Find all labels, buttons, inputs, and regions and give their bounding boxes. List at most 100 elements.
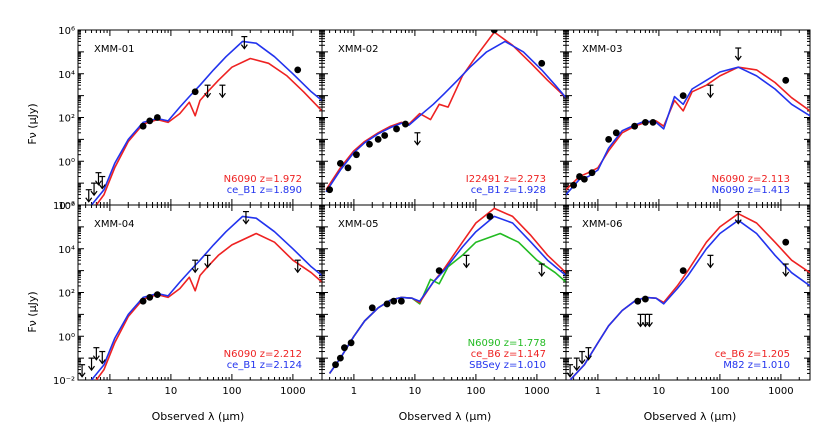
series-line-1 [95, 232, 322, 380]
upper-limit-arrow [98, 350, 106, 365]
data-point [649, 118, 657, 126]
data-point [344, 164, 352, 172]
x-tick-label: 100 [710, 386, 729, 397]
upper-limit-arrow [734, 47, 742, 62]
x-tick-label: 1 [107, 386, 113, 397]
upper-limit-head [90, 190, 98, 197]
panel-title: XMM-03 [582, 44, 622, 55]
data-point [782, 238, 790, 246]
data-point [341, 344, 348, 352]
legend-label-1: N6090 z=1.778 [468, 338, 546, 349]
legend-label-1: N6090 z=2.113 [712, 174, 790, 185]
x-axis-label-2: Observed λ (μm) [399, 410, 492, 423]
upper-limit-head [462, 262, 470, 269]
upper-limit-arrow [413, 132, 421, 146]
upper-limit-arrow [85, 189, 93, 203]
series-line-2 [325, 40, 566, 193]
y-tick-label: 10⁻² [53, 376, 75, 387]
data-point [402, 120, 409, 128]
data-point [191, 88, 199, 96]
legend-label-2: ce_B1 z=1.890 [227, 185, 302, 196]
data-point [347, 339, 355, 347]
y-tick-label: 10⁶ [58, 201, 75, 212]
data-point [634, 297, 642, 305]
legend-label-1: ce_B6 z=1.205 [715, 349, 790, 360]
upper-limit-arrow [782, 263, 790, 278]
upper-limit-arrow [90, 182, 98, 197]
upper-limit-head [218, 92, 226, 99]
plot-area [328, 207, 566, 374]
data-point [397, 297, 405, 305]
upper-limit-head [734, 219, 742, 225]
y-tick-label: 10⁴ [58, 245, 75, 256]
data-point [679, 267, 687, 275]
data-point [580, 175, 588, 183]
data-point [153, 291, 161, 299]
x-tick-label: 10 [653, 386, 666, 397]
legend-label-2: ce_B1 z=2.124 [227, 360, 302, 371]
upper-limit-arrow [218, 84, 226, 99]
upper-limit-head [240, 44, 248, 50]
upper-limit-arrow [734, 210, 742, 225]
data-point [612, 129, 620, 137]
y-tick-label: 10⁻² [53, 201, 75, 212]
upper-limit-arrow [645, 313, 653, 328]
data-point [374, 135, 382, 143]
upper-limit-head [242, 219, 250, 225]
upper-limit-arrow [573, 357, 581, 372]
legend-label-2: N6090 z=1.413 [712, 185, 790, 196]
upper-limit-head [98, 184, 106, 190]
panel-title: XMM-05 [338, 219, 378, 230]
x-tick-label: 100 [466, 386, 485, 397]
panel-title: XMM-02 [338, 44, 378, 55]
panel-title: XMM-01 [94, 44, 134, 55]
data-point [435, 267, 443, 275]
data-point [326, 186, 334, 194]
upper-limit-arrow [294, 259, 302, 274]
upper-limit-head [706, 92, 714, 99]
data-point [393, 125, 400, 133]
data-point [486, 213, 494, 220]
legend-label-1: N6090 z=2.212 [224, 349, 302, 360]
x-tick-label: 100 [222, 386, 241, 397]
x-axis-label-1: Observed λ (μm) [152, 410, 245, 423]
upper-limit-arrow [706, 84, 714, 99]
upper-limit-arrow [706, 254, 714, 269]
upper-limit-head [584, 355, 592, 361]
upper-limit-arrow [204, 254, 212, 269]
data-point [139, 297, 147, 305]
data-point [294, 66, 302, 74]
upper-limit-head [88, 365, 96, 372]
upper-limit-head [637, 322, 645, 328]
legend-label-1: I22491 z=2.273 [466, 174, 546, 185]
data-point [336, 159, 344, 167]
data-point [353, 151, 360, 159]
upper-limit-head [204, 92, 212, 99]
series-line-1 [95, 57, 322, 205]
data-point [641, 118, 649, 126]
x-axis-label-3: Observed λ (μm) [644, 410, 737, 423]
x-tick-label: 1 [351, 386, 357, 397]
data-point [381, 132, 389, 139]
data-point [336, 354, 344, 362]
data-point [679, 92, 687, 100]
upper-limit-head [734, 55, 742, 62]
y-tick-label: 10² [58, 114, 75, 125]
upper-limit-head [566, 372, 574, 378]
y-tick-label: 10⁶ [58, 26, 75, 37]
upper-limit-head [573, 365, 581, 372]
y-axis-label-bottom: Fν (μJy) [26, 291, 39, 332]
panel-1: 10⁻² 10⁰ 10² 10⁴ 10⁶ XMM-01 N6090 z=1.972ce_B1… [53, 26, 323, 212]
upper-limit-arrow [98, 175, 106, 190]
data-point [641, 295, 649, 303]
upper-limit-arrow [242, 210, 250, 225]
data-point [390, 297, 398, 305]
y-tick-label: 10² [58, 289, 75, 300]
upper-limit-arrow [92, 347, 100, 361]
upper-limit-arrow [462, 254, 470, 269]
upper-limit-head [95, 180, 102, 186]
upper-limit-head [782, 271, 790, 278]
